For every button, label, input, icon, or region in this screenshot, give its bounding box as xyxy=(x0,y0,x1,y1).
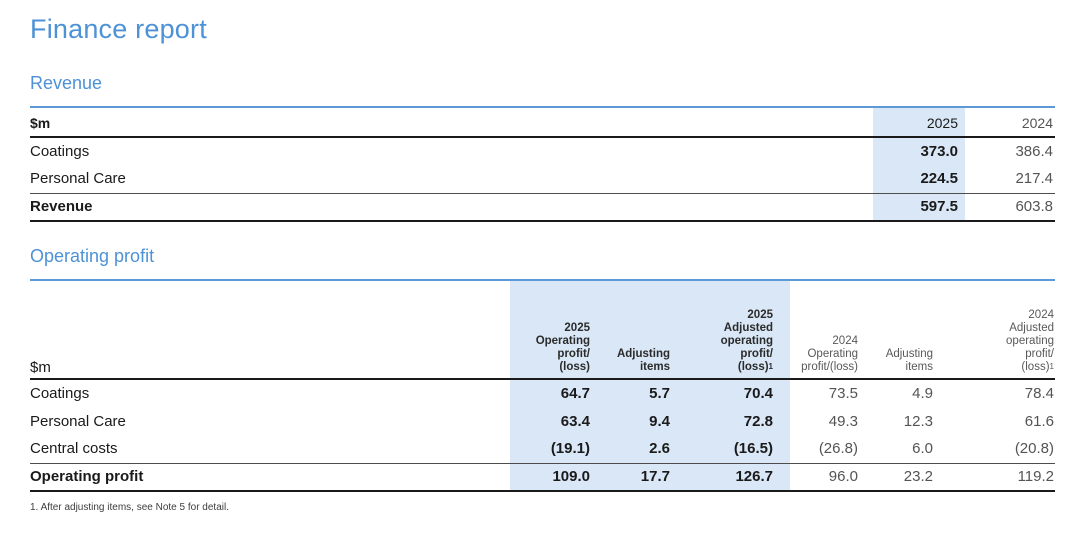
table-cell: 386.4 xyxy=(1015,143,1053,160)
revenue-unit-label: $m xyxy=(30,107,873,138)
table-cell: (20.8) xyxy=(1014,440,1054,458)
table-cell: 597.5 xyxy=(873,192,965,221)
footnote-marker: 1 xyxy=(768,362,773,371)
table-cell: 63.4 xyxy=(510,407,592,435)
header-line: 2025 xyxy=(747,309,773,321)
table-cell: 96.0 xyxy=(790,462,872,491)
header-line: profit/ xyxy=(557,348,590,360)
table-cell: 61.6 xyxy=(1024,412,1054,430)
header-line: items xyxy=(905,361,933,373)
row-label: Personal Care xyxy=(30,412,126,430)
finance-report-page: Finance report Revenue $m 2025 2024 Coat… xyxy=(30,14,1055,513)
table-row-personal-care: Personal Care 224.5 217.4 xyxy=(30,165,1055,193)
table-cell: 73.5 xyxy=(828,385,858,402)
table-cell: 5.7 xyxy=(592,379,672,407)
table-cell: 119.2 xyxy=(952,462,1055,491)
col-2025-operating-profit-loss: 2025 Operating profit/ (loss) xyxy=(510,280,592,380)
header-line: Operating xyxy=(807,348,858,360)
footnote-marker: 1 xyxy=(1049,362,1054,371)
table-cell: 17.7 xyxy=(592,462,672,491)
row-label: Central costs xyxy=(30,440,118,458)
table-cell: 373.0 xyxy=(873,137,965,165)
page-title: Finance report xyxy=(30,14,207,44)
header-line: Adjusted xyxy=(1009,322,1054,334)
revenue-col-2024: 2024 xyxy=(965,107,1055,138)
header-line: items xyxy=(639,361,670,373)
table-cell: 2.6 xyxy=(592,435,672,463)
table-cell: 217.4 xyxy=(1015,170,1053,188)
table-row-central-costs: Central costs (19.1) 2.6 (16.5) (26.8) 6… xyxy=(30,435,1055,463)
table-cell: (26.8) xyxy=(818,440,858,458)
table-row-operating-profit-total: Operating profit 109.0 17.7 126.7 96.0 2… xyxy=(30,462,1055,491)
row-label: Operating profit xyxy=(30,462,510,491)
table-cell: 126.7 xyxy=(672,462,790,491)
table-cell: 224.5 xyxy=(873,165,965,193)
header-line: operating xyxy=(1006,335,1054,347)
row-label: Personal Care xyxy=(30,170,126,188)
header-line: operating xyxy=(720,335,773,347)
row-label: Coatings xyxy=(30,143,90,160)
operating-profit-heading: Operating profit xyxy=(30,246,155,266)
table-row-revenue-total: Revenue 597.5 603.8 xyxy=(30,192,1055,221)
header-line: (loss)1 xyxy=(952,361,1054,374)
table-cell: (19.1) xyxy=(510,435,592,463)
header-line: Adjusting xyxy=(616,348,670,360)
revenue-header-row: $m 2025 2024 xyxy=(30,107,1055,138)
col-2025-adjusted-operating-profit-loss: 2025 Adjusted operating profit/ (loss)1 xyxy=(672,280,790,380)
footnote: 1. After adjusting items, see Note 5 for… xyxy=(30,502,229,513)
revenue-heading: Revenue xyxy=(30,73,103,93)
col-2024-adjusted-operating-profit-loss: 2024 Adjusted operating profit/ (loss)1 xyxy=(952,280,1055,380)
revenue-table: $m 2025 2024 Coatings 373.0 386.4 Person… xyxy=(30,106,1055,222)
table-cell: 49.3 xyxy=(828,412,858,430)
row-label: Coatings xyxy=(30,385,90,402)
operating-unit-label: $m xyxy=(30,280,510,380)
table-cell: 4.9 xyxy=(912,385,933,402)
revenue-section: Revenue $m 2025 2024 Coatings 373.0 386.… xyxy=(30,73,1055,222)
operating-profit-table: $m 2025 Operating profit/ (loss) Adjusti… xyxy=(30,279,1055,492)
header-line: Operating xyxy=(535,335,590,347)
operating-header-row: $m 2025 Operating profit/ (loss) Adjusti… xyxy=(30,280,1055,380)
col-2025-adjusting-items: Adjusting items xyxy=(592,280,672,380)
col-2024-adjusting-items: Adjusting items xyxy=(872,280,952,380)
table-row-personal-care: Personal Care 63.4 9.4 72.8 49.3 12.3 61… xyxy=(30,407,1055,435)
table-row-coatings: Coatings 373.0 386.4 xyxy=(30,137,1055,165)
header-line-text: (loss) xyxy=(1021,361,1050,373)
revenue-col-2025: 2025 xyxy=(873,107,965,138)
table-cell: (16.5) xyxy=(672,435,790,463)
header-line: 2024 xyxy=(1028,309,1054,321)
table-cell: 109.0 xyxy=(510,462,592,491)
table-cell: 23.2 xyxy=(872,462,952,491)
header-line: Adjusting xyxy=(885,348,933,360)
header-line: 2025 xyxy=(564,322,590,334)
header-line: profit/(loss) xyxy=(801,361,858,373)
header-line: profit/ xyxy=(740,348,773,360)
table-cell: 72.8 xyxy=(672,407,790,435)
header-line: Adjusted xyxy=(723,322,773,334)
header-line: 2024 xyxy=(832,335,858,347)
col-2024-operating-profit-loss: 2024 Operating profit/(loss) xyxy=(790,280,872,380)
header-line: profit/ xyxy=(1025,348,1054,360)
header-line: (loss)1 xyxy=(672,361,773,374)
table-cell: 6.0 xyxy=(912,440,933,458)
row-label: Revenue xyxy=(30,192,873,221)
table-row-coatings: Coatings 64.7 5.7 70.4 73.5 4.9 78.4 xyxy=(30,379,1055,407)
table-cell: 603.8 xyxy=(965,192,1055,221)
header-line-text: (loss) xyxy=(737,361,769,373)
header-line: (loss) xyxy=(559,361,590,373)
table-cell: 78.4 xyxy=(1024,385,1054,402)
operating-profit-section: Operating profit $m 2025 Operating profi… xyxy=(30,246,1055,492)
table-cell: 70.4 xyxy=(672,379,790,407)
table-cell: 64.7 xyxy=(510,379,592,407)
table-cell: 12.3 xyxy=(903,412,933,430)
table-cell: 9.4 xyxy=(592,407,672,435)
